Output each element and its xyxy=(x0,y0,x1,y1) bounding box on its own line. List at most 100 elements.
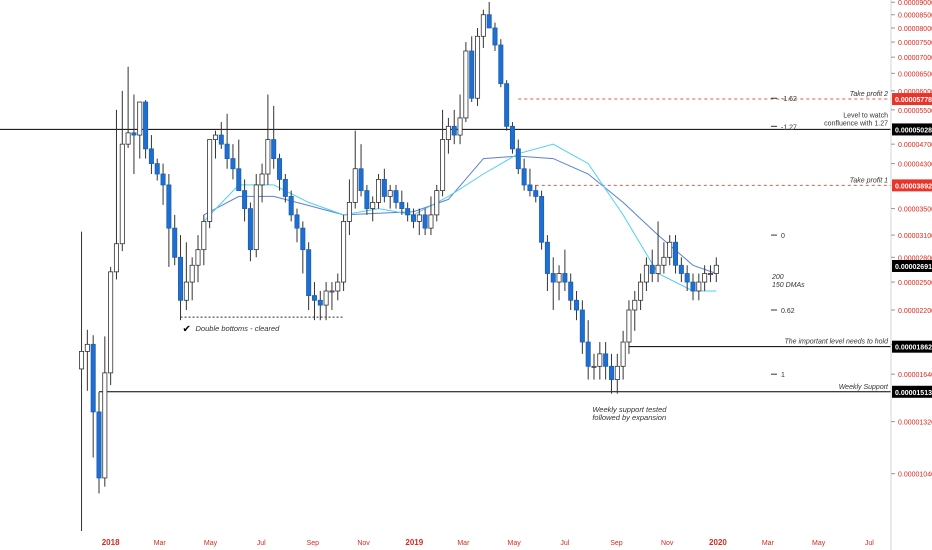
candle-body xyxy=(405,208,411,216)
candle-body xyxy=(79,351,85,370)
candle-body xyxy=(673,241,679,266)
price-badge xyxy=(892,340,932,353)
candle-body xyxy=(306,249,312,296)
price-badge xyxy=(892,93,932,106)
y-tick-label: 0.00001640 xyxy=(898,372,932,379)
candle-body xyxy=(178,256,184,301)
candle-body xyxy=(556,273,562,283)
candle-body xyxy=(381,178,387,197)
candle-body xyxy=(678,264,684,274)
candle-body xyxy=(661,256,667,266)
candle-body xyxy=(341,221,347,283)
fib-label: 0.62 xyxy=(781,308,795,315)
annotations: -1.62 -1.27 0 0.62 1 Take profit 2 Level to wa… xyxy=(180,91,889,422)
candle-body xyxy=(632,299,638,311)
check-icon: ✔ xyxy=(183,324,191,335)
candle-body xyxy=(387,190,393,197)
candle-body xyxy=(294,214,300,229)
y-tick-label: 0.00007000 xyxy=(898,55,932,62)
x-tick-label: Mar xyxy=(762,540,775,547)
candle-body xyxy=(247,208,253,251)
candle-body xyxy=(643,264,649,283)
price-axis[interactable]: 0.000010400.000013200.000016400.00001880… xyxy=(891,0,932,479)
candle-body xyxy=(539,196,545,243)
horizontal-levels xyxy=(0,98,891,393)
time-axis[interactable]: 2018 Mar May Jul Sep Nov 2019 Mar May Jul Sep Nov 20… xyxy=(102,538,875,547)
price-badge xyxy=(892,179,932,192)
x-tick-label: Sep xyxy=(610,540,623,547)
dma-note: 200 xyxy=(771,274,784,281)
candle-body xyxy=(457,117,463,136)
level-label: Level to watch confluence with 1.27 xyxy=(824,112,888,127)
x-tick-label: May xyxy=(204,540,218,547)
candle-body xyxy=(329,290,335,293)
candle-body xyxy=(469,50,475,99)
candle-body xyxy=(521,168,527,186)
candle-body xyxy=(224,143,230,159)
price-badge-label: 0.00005778 xyxy=(895,97,932,104)
candle-body xyxy=(620,341,626,367)
candle-body xyxy=(271,139,277,159)
candle-body xyxy=(527,184,533,192)
candle-body xyxy=(707,273,713,275)
fib-label: 0 xyxy=(781,233,785,240)
dma-note: 150 DMAs xyxy=(772,282,805,289)
y-tick-label: 0.00009000 xyxy=(898,0,932,7)
level-label: The important level needs to hold xyxy=(784,339,889,346)
candle-body xyxy=(475,35,481,99)
x-tick-label: May xyxy=(812,540,826,547)
candle-body xyxy=(399,202,405,209)
candle-body xyxy=(579,309,585,343)
candle-body xyxy=(550,273,556,283)
candle-body xyxy=(364,190,370,209)
x-tick-label: May xyxy=(508,540,522,547)
candle-body xyxy=(154,163,160,175)
candle-body xyxy=(638,281,644,301)
price-badge-label: 0.00005028 xyxy=(895,127,932,134)
candle-body xyxy=(410,214,416,222)
y-tick-label: 0.00007500 xyxy=(898,40,932,47)
candle-body xyxy=(189,264,195,283)
y-tick-label: 0.00005500 xyxy=(898,108,932,115)
candle-body xyxy=(509,125,515,150)
candle-body xyxy=(218,134,224,145)
candle-body xyxy=(311,295,317,301)
fib-label: 1 xyxy=(781,372,785,379)
weekly-support-note: Weekly support tested xyxy=(592,405,667,414)
candle-body xyxy=(212,134,218,140)
candle-body xyxy=(113,243,119,273)
level-label: Take profit 1 xyxy=(850,177,888,184)
y-tick-label: 0.00008000 xyxy=(898,26,932,33)
x-tick-label: Sep xyxy=(307,540,320,547)
candle-body xyxy=(84,343,90,352)
candle-body xyxy=(603,353,609,367)
candle-body xyxy=(480,14,486,37)
candle-body xyxy=(713,264,719,274)
candle-body xyxy=(608,365,614,380)
candle-body xyxy=(626,309,632,343)
candle-body xyxy=(201,221,207,251)
price-badge-label: 0.00002691 xyxy=(895,264,932,271)
candles[interactable] xyxy=(79,2,719,531)
candle-body xyxy=(143,101,149,150)
candle-body xyxy=(259,173,265,186)
candle-body xyxy=(422,214,428,229)
candle-body xyxy=(451,125,457,136)
candle-body xyxy=(90,343,96,413)
y-tick-label: 0.00003500 xyxy=(898,207,932,214)
x-tick-label: Mar xyxy=(457,540,470,547)
candle-body xyxy=(696,281,702,292)
x-tick-label: 2020 xyxy=(709,538,727,547)
x-tick-label: Jul xyxy=(865,540,874,547)
candle-body xyxy=(282,178,288,197)
candle-body xyxy=(562,273,568,283)
y-tick-label: 0.00002800 xyxy=(898,255,932,262)
x-tick-label: Nov xyxy=(357,540,370,547)
candle-body xyxy=(323,290,329,306)
y-tick-label: 0.00002200 xyxy=(898,308,932,315)
candle-body xyxy=(358,168,364,192)
candle-body xyxy=(352,168,358,203)
candle-body xyxy=(300,227,306,251)
double-bottom-label: Double bottoms - cleared xyxy=(196,324,281,333)
